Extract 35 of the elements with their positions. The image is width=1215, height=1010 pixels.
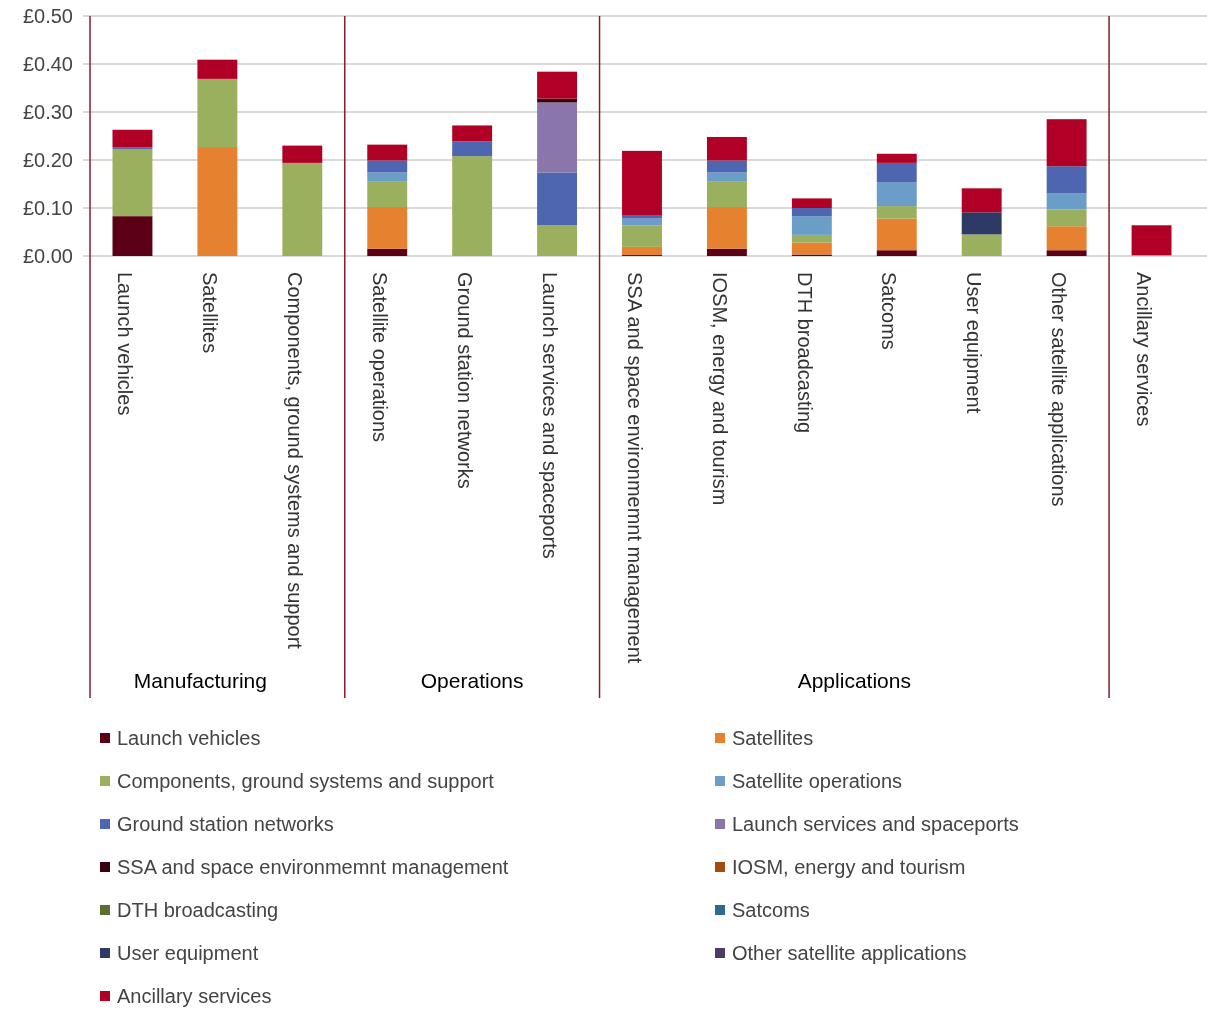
legend-label: Launch vehicles [117, 727, 261, 749]
legend-label: User equipment [117, 942, 259, 964]
y-tick-label: £0.40 [22, 53, 73, 75]
legend-label: Ancillary services [117, 985, 272, 1007]
x-tick-label: Launch vehicles [114, 272, 137, 416]
x-tick-label: Ancillary services [1133, 272, 1156, 427]
legend-label: IOSM, energy and tourism [732, 856, 966, 878]
y-tick-label: £0.00 [22, 245, 73, 267]
legend-label: Satellite operations [732, 770, 903, 792]
y-tick-label: £0.30 [22, 101, 73, 123]
legend-label: Components, ground systems and support [117, 770, 495, 792]
text: Applications [797, 669, 911, 692]
legend-label: Satcoms [732, 899, 810, 921]
legend-label: Other satellite applications [732, 942, 967, 964]
y-tick-label: £0.10 [22, 197, 73, 219]
x-tick-label: SSA and space environmemnt management [623, 272, 646, 664]
x-tick-label: Launch services and spaceports [538, 272, 561, 559]
x-tick-label: DTH broadcasting [793, 272, 816, 434]
x-tick-label: IOSM, energy and tourism [708, 272, 731, 506]
x-tick-label: Other satellite applications [1048, 272, 1071, 507]
legend-label: SSA and space environmemnt management [117, 856, 509, 878]
y-tick-label: £0.50 [22, 5, 73, 27]
x-tick-label: Satcoms [878, 272, 901, 350]
x-tick-label: Satellites [199, 272, 222, 354]
text: Operations [420, 669, 524, 692]
x-tick-label: User equipment [963, 272, 986, 414]
legend-label: Satellites [732, 727, 814, 749]
legend-label: Ground station networks [117, 813, 334, 835]
legend-label: Launch services and spaceports [732, 813, 1019, 835]
x-tick-label: Components, ground systems and support [284, 272, 307, 650]
legend-label: DTH broadcasting [117, 899, 279, 921]
text: Manufacturing [133, 669, 267, 692]
y-tick-label: £0.20 [22, 149, 73, 171]
x-tick-label: Ground station networks [453, 272, 476, 489]
x-tick-label: Satellite operations [368, 272, 391, 443]
